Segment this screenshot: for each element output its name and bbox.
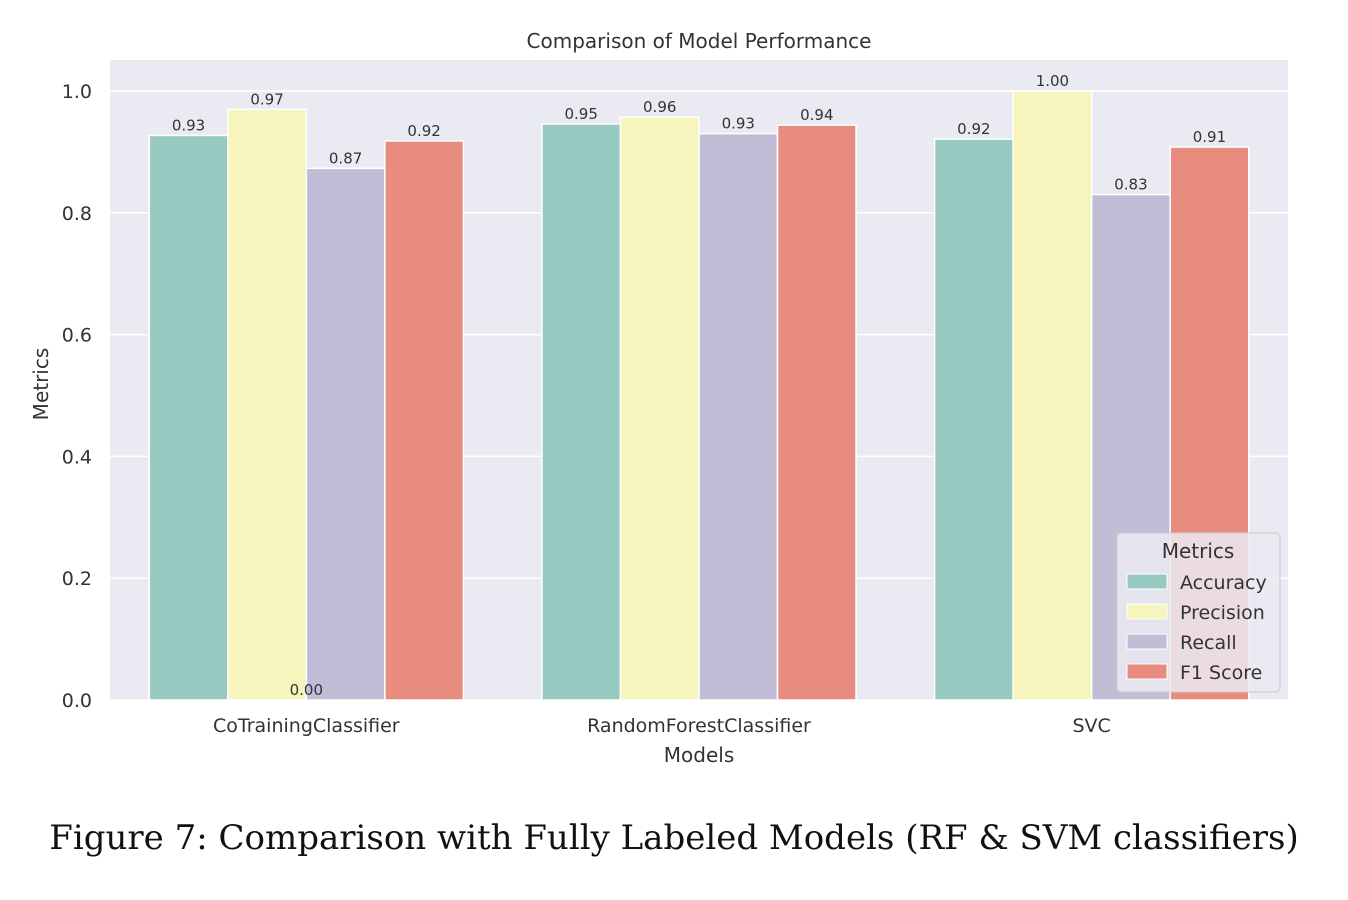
legend-items: Accuracy Precision Recall F1 Score bbox=[1126, 572, 1267, 684]
x-tick-label: CoTrainingClassifier bbox=[213, 715, 400, 737]
bar-precision bbox=[619, 116, 700, 701]
legend: Metrics Accuracy Precision Recall F1 Score bbox=[1116, 532, 1281, 693]
legend-title: Metrics bbox=[1162, 539, 1235, 563]
bar-value-label: 0.96 bbox=[643, 98, 676, 116]
legend-swatch bbox=[1126, 663, 1168, 680]
legend-label: Accuracy bbox=[1180, 572, 1267, 594]
x-tick-label: SVC bbox=[1073, 715, 1111, 737]
figure-caption: Figure 7: Comparison with Fully Labeled … bbox=[49, 818, 1299, 858]
bar-f1-score bbox=[384, 140, 465, 701]
y-tick-label: 1.0 bbox=[62, 81, 92, 103]
bar-accuracy bbox=[541, 123, 622, 701]
bar-precision bbox=[1012, 90, 1093, 701]
bar-value-label: 0.95 bbox=[564, 105, 597, 123]
data-labels: 0.93 0.97 0.87 0.92 0.95 0.96 0.93 0.94 0.92 1.00… bbox=[172, 72, 1226, 699]
bar-value-label: 1.00 bbox=[1036, 72, 1069, 90]
legend-swatch bbox=[1126, 603, 1168, 620]
bar-value-label: 0.92 bbox=[957, 120, 990, 138]
y-tick-label: 0.4 bbox=[62, 446, 92, 468]
legend-label: Recall bbox=[1180, 632, 1237, 654]
bar-value-label: 0.83 bbox=[1114, 176, 1147, 194]
x-tick-labels: CoTrainingClassifier RandomForestClassifi… bbox=[213, 715, 1111, 737]
bar-value-label: 0.93 bbox=[172, 116, 205, 134]
bars bbox=[148, 90, 1250, 701]
legend-swatch bbox=[1126, 633, 1168, 650]
bar-accuracy bbox=[148, 134, 229, 701]
bar-accuracy bbox=[933, 138, 1014, 701]
bar-value-label: 0.91 bbox=[1193, 128, 1226, 146]
bar-value-label: 0.93 bbox=[722, 115, 755, 133]
y-tick-label: 0.2 bbox=[62, 568, 92, 590]
y-tick-label: 0.8 bbox=[62, 203, 92, 225]
legend-swatch bbox=[1126, 573, 1168, 590]
bar-precision bbox=[227, 108, 308, 701]
y-tick-label: 0.0 bbox=[62, 690, 92, 712]
x-tick-label: RandomForestClassifier bbox=[587, 715, 811, 737]
bar-recall bbox=[305, 167, 386, 701]
chart-title: Comparison of Model Performance bbox=[527, 29, 872, 53]
bar-value-label: 0.92 bbox=[407, 122, 440, 140]
bar-value-label: 0.94 bbox=[800, 106, 833, 124]
y-axis-title: Metrics bbox=[29, 348, 53, 421]
bar-recall bbox=[698, 132, 779, 701]
y-tick-labels: 0.0 0.2 0.4 0.6 0.8 1.0 bbox=[62, 81, 92, 712]
legend-label: F1 Score bbox=[1180, 662, 1262, 684]
bar-value-label: 0.87 bbox=[329, 149, 362, 167]
bar-value-label: 0.97 bbox=[250, 90, 283, 108]
legend-label: Precision bbox=[1180, 602, 1265, 624]
legend-box bbox=[1116, 532, 1281, 693]
x-axis-title: Models bbox=[664, 743, 734, 767]
y-tick-label: 0.6 bbox=[62, 325, 92, 347]
bar-value-label: 0.00 bbox=[290, 681, 323, 699]
bar-chart: 0.930.970.870.920.95 0.960.93 0.940.921.00… bbox=[29, 29, 1288, 767]
bar-f1-score bbox=[776, 124, 857, 701]
